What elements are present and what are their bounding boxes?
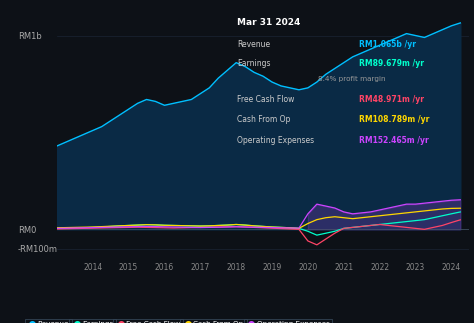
Text: Revenue: Revenue [237,39,271,48]
Legend: Revenue, Earnings, Free Cash Flow, Cash From Op, Operating Expenses: Revenue, Earnings, Free Cash Flow, Cash … [27,318,332,323]
Text: 8.4% profit margin: 8.4% profit margin [318,76,385,81]
Text: RM48.971m /yr: RM48.971m /yr [359,95,424,104]
Text: RM89.679m /yr: RM89.679m /yr [359,59,424,68]
Text: Cash From Op: Cash From Op [237,115,291,124]
Text: Mar 31 2024: Mar 31 2024 [237,18,301,27]
Text: Earnings: Earnings [237,59,271,68]
Text: RM1.065b /yr: RM1.065b /yr [359,39,417,48]
Text: Free Cash Flow: Free Cash Flow [237,95,295,104]
Text: RM152.465m /yr: RM152.465m /yr [359,136,429,145]
Text: RM108.789m /yr: RM108.789m /yr [359,115,430,124]
Text: Operating Expenses: Operating Expenses [237,136,314,145]
